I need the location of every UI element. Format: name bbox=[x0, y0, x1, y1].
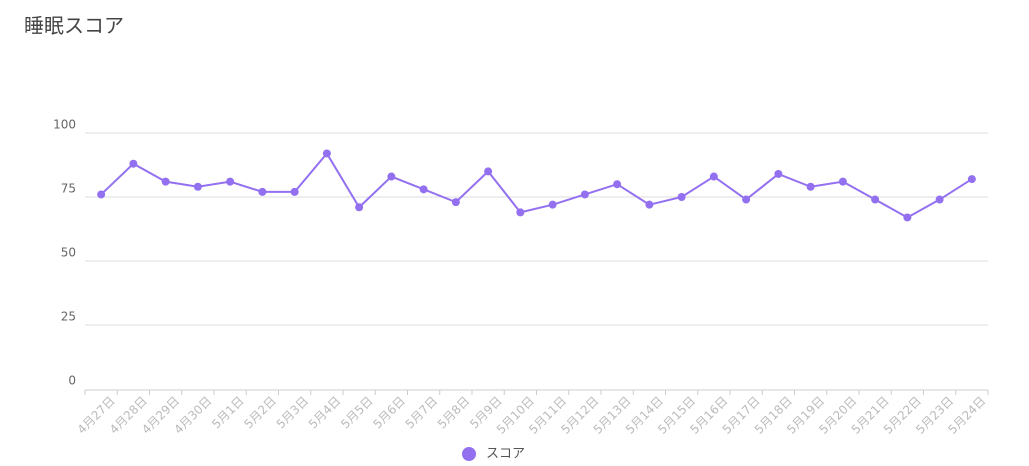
point bbox=[548, 200, 557, 209]
point bbox=[613, 180, 622, 189]
point bbox=[871, 195, 880, 204]
point bbox=[677, 193, 686, 201]
point bbox=[967, 175, 976, 184]
x-tick-label: 5月8日 bbox=[435, 394, 473, 432]
point bbox=[193, 182, 202, 191]
point bbox=[258, 187, 267, 196]
point bbox=[774, 169, 783, 178]
x-tick-label: 5月5日 bbox=[338, 394, 376, 432]
line bbox=[100, 151, 973, 219]
point bbox=[290, 187, 299, 196]
x-tick-label: 5月7日 bbox=[403, 394, 441, 432]
x-tick-label: 5月6日 bbox=[370, 394, 408, 432]
legend-item: スコア bbox=[462, 447, 525, 462]
point bbox=[742, 195, 751, 204]
point bbox=[129, 159, 138, 168]
y-tick-label: 75 bbox=[61, 182, 76, 196]
point bbox=[645, 200, 654, 209]
point bbox=[935, 195, 944, 204]
y-tick-label: 50 bbox=[61, 246, 76, 260]
point bbox=[387, 172, 396, 181]
point bbox=[806, 182, 815, 191]
point bbox=[516, 208, 525, 217]
chart-title: 睡眠スコア bbox=[24, 14, 124, 38]
legend-swatch bbox=[462, 447, 476, 461]
x-tick-label: 5月2日 bbox=[241, 394, 279, 432]
x-tick-label: 5月1日 bbox=[209, 394, 247, 432]
y-tick-label: 0 bbox=[68, 374, 76, 388]
point bbox=[226, 177, 235, 186]
point bbox=[451, 198, 460, 207]
legend-label: スコア bbox=[486, 447, 525, 462]
point bbox=[838, 177, 847, 186]
point bbox=[355, 203, 364, 212]
y-tick-label: 100 bbox=[53, 118, 76, 132]
y-tick-label: 25 bbox=[61, 310, 76, 324]
point bbox=[161, 177, 170, 186]
point bbox=[484, 167, 493, 176]
point bbox=[580, 190, 589, 199]
point bbox=[903, 213, 912, 222]
point bbox=[322, 149, 331, 158]
point bbox=[97, 190, 106, 199]
point bbox=[709, 172, 718, 181]
x-tick-label: 5月4日 bbox=[306, 394, 344, 432]
x-tick-label: 5月3日 bbox=[274, 394, 312, 432]
point bbox=[419, 185, 428, 194]
